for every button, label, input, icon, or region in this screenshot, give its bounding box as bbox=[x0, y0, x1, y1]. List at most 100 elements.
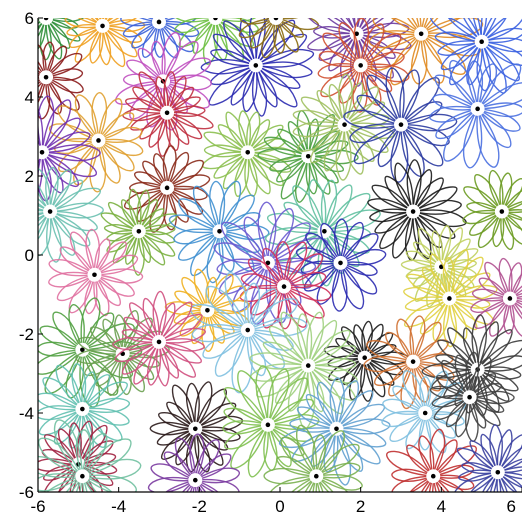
x-tick-label: -2 bbox=[192, 497, 207, 516]
petal-stroke bbox=[38, 95, 55, 153]
petal-stroke bbox=[246, 329, 267, 377]
petal-stroke bbox=[178, 198, 221, 232]
petal-stroke bbox=[218, 230, 235, 273]
data-point bbox=[100, 23, 105, 29]
petal-stroke bbox=[338, 22, 362, 66]
petal-stroke bbox=[501, 210, 522, 245]
petal-stroke bbox=[149, 421, 196, 436]
petal-stroke bbox=[240, 273, 285, 290]
petal-stroke bbox=[214, 329, 249, 377]
petal-stroke bbox=[480, 433, 499, 473]
petal-stroke bbox=[122, 107, 168, 122]
petal-cell bbox=[403, 249, 498, 348]
petal-cell bbox=[239, 241, 332, 330]
petal-stroke bbox=[153, 21, 166, 58]
petal-stroke bbox=[292, 109, 345, 127]
petal-stroke bbox=[349, 123, 402, 144]
petal-stroke bbox=[194, 479, 219, 492]
petal-stroke bbox=[93, 241, 128, 276]
petal-stroke bbox=[38, 18, 47, 50]
petal-stroke bbox=[171, 384, 196, 430]
petal-stroke bbox=[42, 463, 79, 481]
petal-stroke bbox=[277, 128, 309, 157]
petal-cell bbox=[263, 424, 363, 492]
petal-stroke bbox=[45, 68, 84, 81]
data-point bbox=[430, 473, 436, 479]
petal-stroke bbox=[219, 224, 270, 241]
petal-stroke bbox=[509, 297, 522, 320]
petal-stroke bbox=[477, 368, 519, 392]
x-tick-label: -6 bbox=[30, 497, 45, 516]
petal-stroke bbox=[122, 353, 146, 393]
data-point bbox=[338, 260, 343, 266]
data-point bbox=[92, 272, 97, 278]
petal-stroke bbox=[38, 341, 83, 357]
petal-stroke bbox=[223, 387, 269, 426]
petal-stroke bbox=[151, 40, 166, 82]
petal-stroke bbox=[412, 199, 462, 215]
petal-stroke bbox=[194, 381, 213, 430]
petal-stroke bbox=[476, 108, 500, 168]
petal-stroke bbox=[467, 60, 484, 110]
petal-cell bbox=[38, 419, 142, 492]
petal-stroke bbox=[420, 33, 467, 75]
petal-stroke bbox=[152, 153, 168, 189]
petal-stroke bbox=[421, 362, 478, 379]
petal-stroke bbox=[57, 105, 100, 142]
data-point bbox=[305, 363, 311, 368]
petal-stroke bbox=[261, 18, 278, 59]
petal-stroke bbox=[247, 317, 308, 337]
petal-stroke bbox=[454, 354, 471, 398]
petal-stroke bbox=[385, 67, 405, 126]
petal-stroke bbox=[257, 201, 277, 264]
petal-stroke bbox=[335, 337, 366, 359]
petal-stroke bbox=[412, 361, 430, 403]
petal-stroke bbox=[389, 412, 426, 443]
petal-stroke bbox=[369, 208, 414, 223]
petal-stroke bbox=[461, 462, 499, 475]
petal-stroke bbox=[432, 475, 465, 492]
petal-stroke bbox=[489, 297, 511, 337]
petal-stroke bbox=[203, 131, 249, 153]
petal-stroke bbox=[508, 262, 522, 299]
petal-stroke bbox=[307, 329, 351, 367]
petal-stroke bbox=[173, 228, 220, 245]
petal-cell bbox=[38, 41, 84, 120]
petal-stroke bbox=[433, 396, 471, 421]
petal-stroke bbox=[431, 368, 479, 390]
petal-stroke bbox=[166, 112, 190, 145]
petal-stroke bbox=[55, 364, 84, 410]
petal-stroke bbox=[509, 297, 522, 337]
petal-stroke bbox=[98, 126, 143, 143]
petal-stroke bbox=[45, 76, 84, 94]
petal-stroke bbox=[214, 18, 217, 19]
petal-stroke bbox=[497, 434, 522, 473]
y-tick-label: 0 bbox=[25, 246, 34, 265]
petal-stroke bbox=[148, 112, 168, 148]
petal-stroke bbox=[412, 186, 458, 213]
petal-stroke bbox=[213, 151, 249, 179]
petal-stroke bbox=[267, 398, 315, 426]
petal-cell bbox=[48, 228, 144, 317]
petal-stroke bbox=[48, 258, 95, 277]
petal-stroke bbox=[307, 345, 357, 367]
petal-stroke bbox=[448, 272, 491, 300]
petal-stroke bbox=[230, 64, 257, 106]
petal-stroke bbox=[255, 48, 315, 68]
petal-cell bbox=[430, 18, 522, 94]
y-tick-label: 6 bbox=[25, 9, 34, 28]
petal-stroke bbox=[359, 23, 385, 66]
petal-stroke bbox=[97, 139, 121, 184]
data-point bbox=[43, 18, 49, 21]
petal-stroke bbox=[165, 112, 180, 152]
petal-stroke bbox=[363, 355, 414, 373]
petal-stroke bbox=[431, 394, 470, 408]
petal-stroke bbox=[209, 18, 216, 19]
petal-stroke bbox=[273, 18, 286, 54]
petal-stroke bbox=[255, 33, 308, 67]
petal-stroke bbox=[164, 479, 196, 492]
petal-stroke bbox=[39, 18, 52, 61]
petal-stroke bbox=[412, 169, 433, 213]
petal-stroke bbox=[431, 230, 444, 268]
